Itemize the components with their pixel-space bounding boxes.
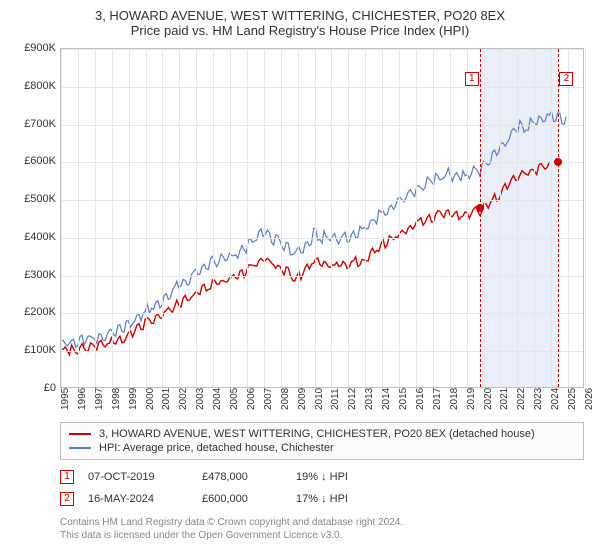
data-marker bbox=[554, 158, 562, 166]
y-tick-label: £300K bbox=[12, 269, 56, 281]
y-tick-label: £100K bbox=[12, 344, 56, 356]
legend: 3, HOWARD AVENUE, WEST WITTERING, CHICHE… bbox=[60, 422, 584, 460]
y-tick-label: £900K bbox=[12, 42, 56, 54]
y-tick-label: £500K bbox=[12, 193, 56, 205]
transaction-index: 1 bbox=[60, 470, 74, 484]
y-tick-label: £800K bbox=[12, 80, 56, 92]
chart-title: 3, HOWARD AVENUE, WEST WITTERING, CHICHE… bbox=[12, 8, 588, 23]
legend-swatch bbox=[69, 433, 91, 435]
callout-marker: 2 bbox=[559, 72, 573, 86]
transaction-date: 16-MAY-2024 bbox=[88, 493, 188, 505]
transaction-date: 07-OCT-2019 bbox=[88, 471, 188, 483]
legend-item: 3, HOWARD AVENUE, WEST WITTERING, CHICHE… bbox=[69, 427, 575, 441]
y-tick-label: £700K bbox=[12, 118, 56, 130]
callout-marker: 1 bbox=[465, 72, 479, 86]
footer-attribution: Contains HM Land Registry data © Crown c… bbox=[60, 516, 588, 542]
transaction-row: 2 16-MAY-2024 £600,000 17% ↓ HPI bbox=[60, 488, 584, 510]
footer-line-1: Contains HM Land Registry data © Crown c… bbox=[60, 516, 588, 529]
footer-line-2: This data is licensed under the Open Gov… bbox=[60, 529, 588, 542]
y-tick-label: £600K bbox=[12, 155, 56, 167]
legend-item: HPI: Average price, detached house, Chic… bbox=[69, 441, 575, 455]
y-tick-label: £200K bbox=[12, 306, 56, 318]
transaction-diff: 17% ↓ HPI bbox=[296, 493, 356, 505]
transaction-table: 1 07-OCT-2019 £478,000 19% ↓ HPI 2 16-MAY-202… bbox=[60, 466, 584, 510]
legend-label: 3, HOWARD AVENUE, WEST WITTERING, CHICHE… bbox=[99, 428, 535, 440]
transaction-row: 1 07-OCT-2019 £478,000 19% ↓ HPI bbox=[60, 466, 584, 488]
y-tick-label: £0 bbox=[12, 382, 56, 394]
chart-subtitle: Price paid vs. HM Land Registry's House … bbox=[12, 23, 588, 38]
x-tick-label: 2026 bbox=[584, 388, 600, 410]
data-marker bbox=[476, 204, 484, 212]
y-tick-label: £400K bbox=[12, 231, 56, 243]
series-property bbox=[61, 162, 549, 355]
chart-area: £0 £100K £200K £300K £400K £500K £600K £700K £80… bbox=[12, 44, 588, 414]
transaction-index: 2 bbox=[60, 492, 74, 506]
legend-swatch bbox=[69, 447, 91, 449]
transaction-price: £600,000 bbox=[202, 493, 282, 505]
legend-label: HPI: Average price, detached house, Chic… bbox=[99, 442, 334, 454]
transaction-price: £478,000 bbox=[202, 471, 282, 483]
plot-region: 12 bbox=[60, 48, 584, 388]
transaction-diff: 19% ↓ HPI bbox=[296, 471, 356, 483]
